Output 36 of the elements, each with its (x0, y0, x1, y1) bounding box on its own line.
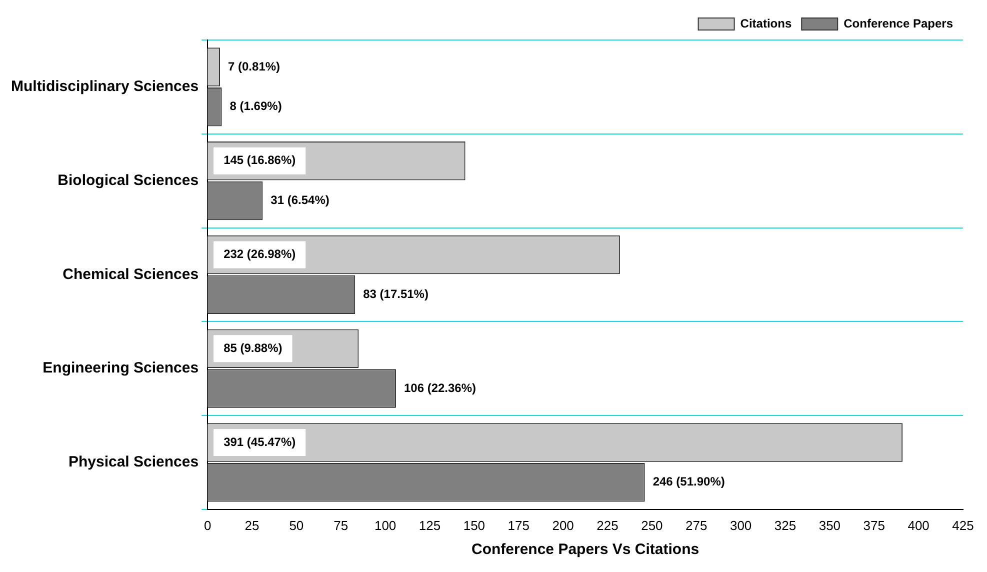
x-tick-label: 300 (730, 518, 752, 533)
x-tick-label: 100 (374, 518, 396, 533)
x-axis-title: Conference Papers Vs Citations (471, 541, 700, 558)
data-label: 106 (22.36%) (404, 380, 476, 395)
x-tick-label: 125 (418, 518, 441, 533)
data-label: 391 (45.47%) (224, 434, 296, 449)
x-tick-label: 25 (244, 518, 260, 533)
y-tick-label: Biological Sciences (58, 172, 199, 189)
y-tick-label: Chemical Sciences (62, 266, 199, 283)
x-tick-label: 400 (908, 518, 930, 533)
data-label: 246 (51.90%) (652, 474, 725, 489)
x-tick-label: 75 (334, 518, 348, 533)
x-tick-label: 350 (818, 518, 841, 533)
x-tick-label: 175 (508, 518, 530, 533)
x-tick-label: 150 (463, 518, 486, 533)
x-tick-label: 425 (952, 518, 974, 533)
data-label: 8 (1.69%) (230, 99, 282, 114)
legend-label: Conference Papers (844, 16, 954, 30)
data-label: 7 (0.81%) (228, 59, 280, 74)
data-label: 232 (26.98%) (224, 247, 296, 262)
data-label: 83 (17.51%) (363, 286, 428, 301)
x-tick-label: 50 (289, 518, 304, 533)
legend-label: Citations (740, 16, 792, 30)
x-tick-label: 225 (596, 518, 618, 533)
y-tick-label: Multidisciplinary Sciences (10, 78, 199, 96)
x-tick-label: 325 (774, 518, 796, 533)
y-tick-label: Engineering Sciences (42, 360, 199, 377)
data-label: 85 (9.88%) (224, 340, 282, 355)
x-tick-label: 275 (686, 518, 708, 533)
x-tick-label: 375 (863, 518, 885, 533)
x-tick-label: 200 (552, 518, 574, 533)
data-label: 31 (6.54%) (270, 193, 330, 208)
x-tick-label: 250 (641, 518, 663, 533)
data-label: 145 (16.86%) (224, 153, 296, 168)
y-tick-label: Physical Sciences (68, 454, 199, 471)
x-tick-label: 0 (204, 518, 212, 533)
